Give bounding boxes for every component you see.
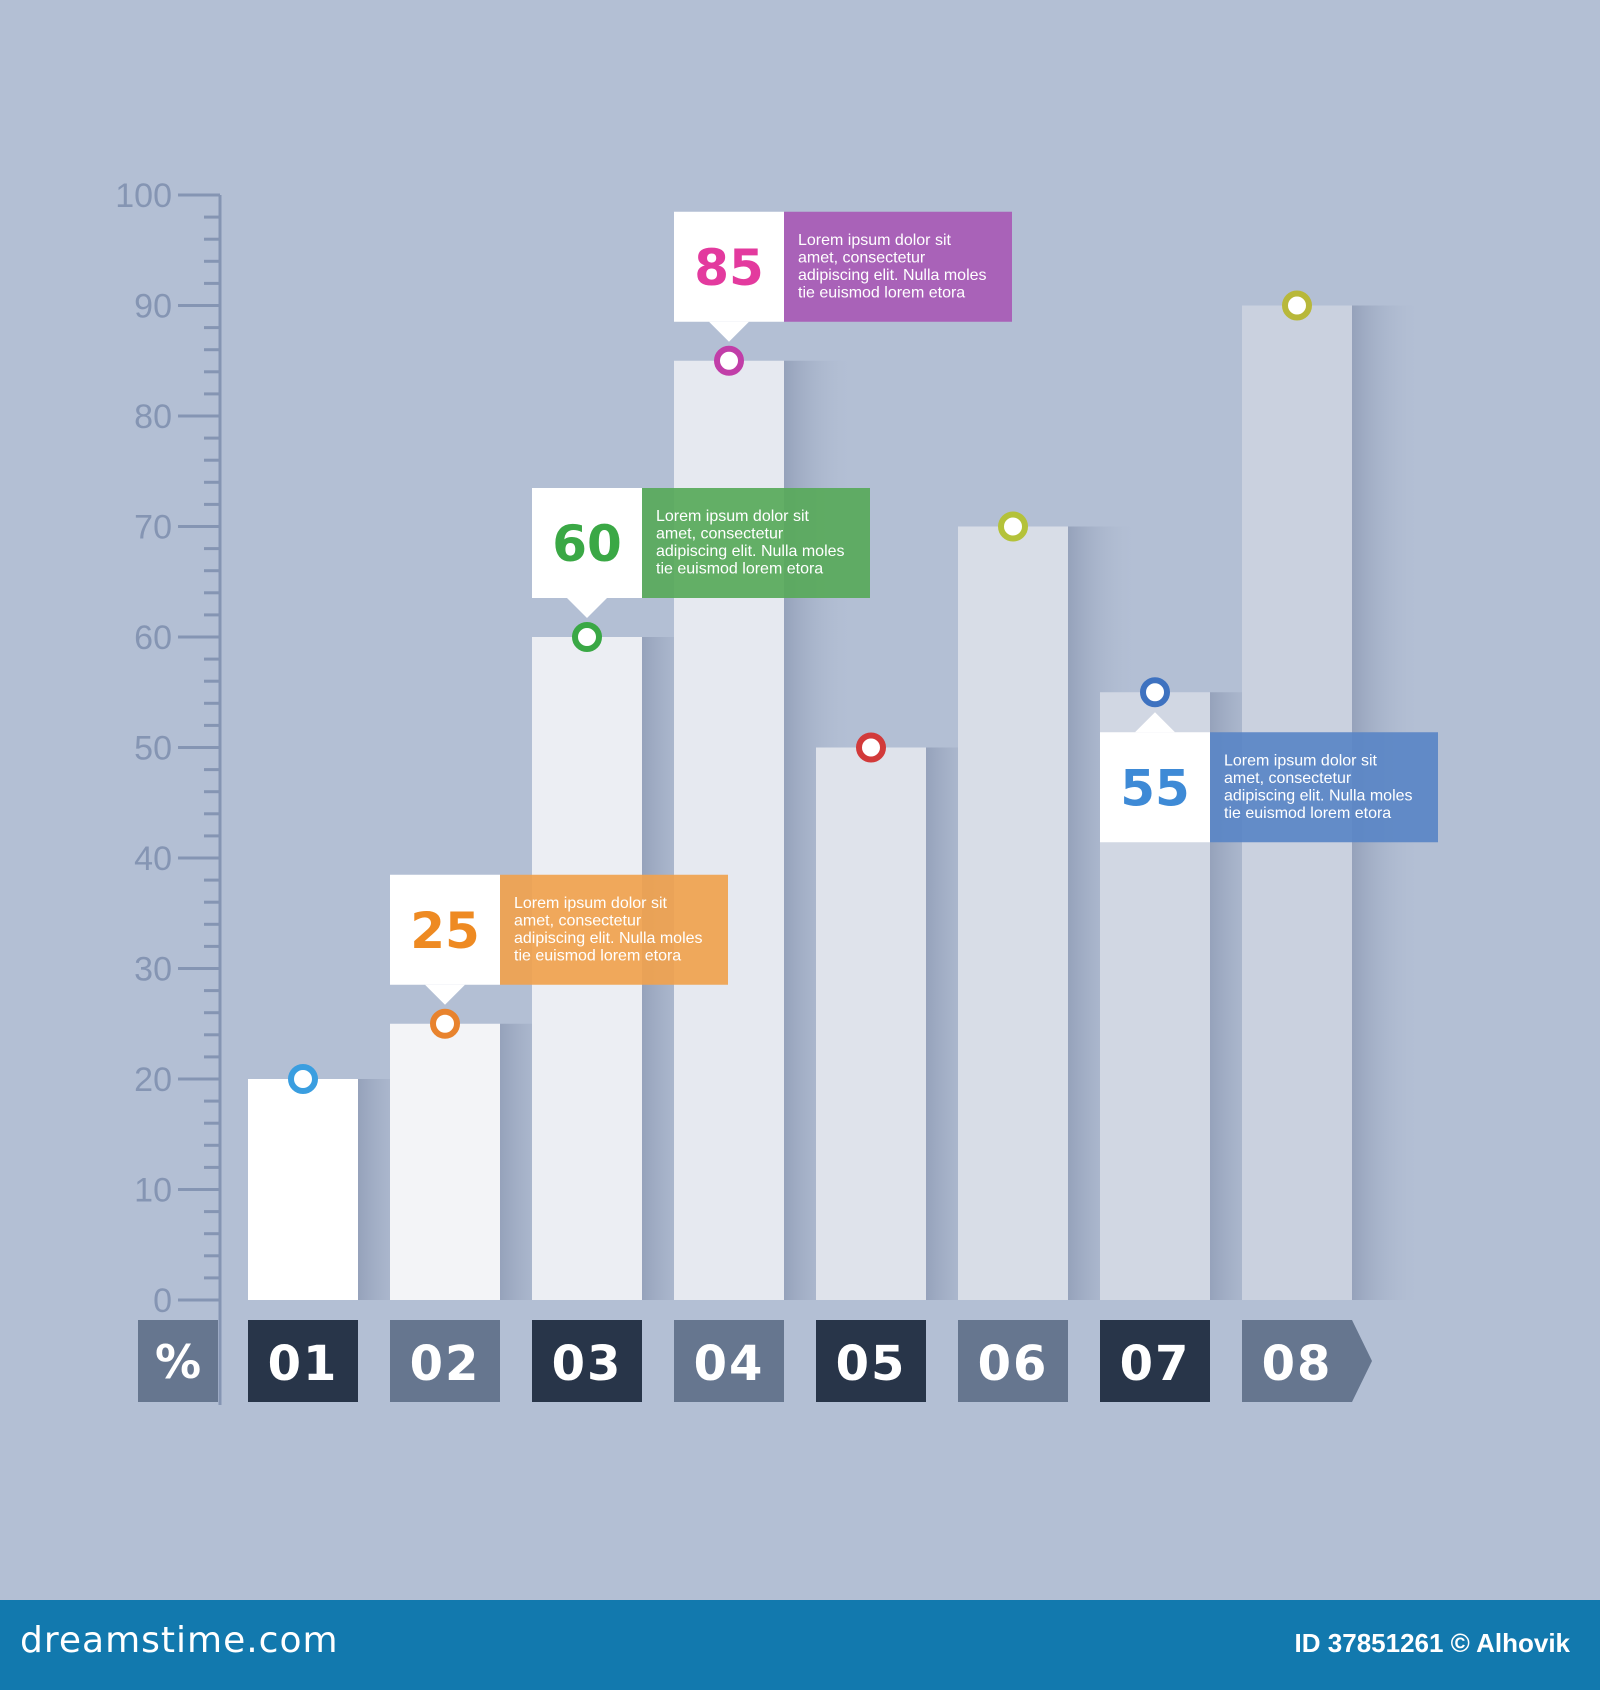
callout-text-box [642,488,870,598]
callout-text-line: adipiscing elit. Nulla moles [656,543,845,560]
x-tick-label: 07 [1120,1336,1191,1392]
callout-text-line: amet, consectetur [656,526,784,543]
value-markers [288,290,1312,1094]
y-tick-label: 60 [134,619,172,657]
callout-text-line: tie euismod lorem etora [656,561,823,578]
unit-label: % [155,1335,201,1389]
callout-number: 25 [410,902,480,960]
callout-text-box [784,211,1012,322]
y-tick-label: 20 [134,1061,172,1099]
callout-text-line: Lorem ipsum dolor sit [798,232,952,249]
x-axis-labels: % 01 02 03 04 05 06 07 08 [138,1320,1372,1402]
callout-text-line: Lorem ipsum dolor sit [514,895,668,912]
bar [248,1079,358,1300]
unit-label-box [138,1320,218,1402]
callout-pointer [567,598,607,618]
x-label-box [816,1320,926,1402]
x-tick-label: 02 [410,1336,481,1392]
x-label-box [390,1320,500,1402]
y-axis: 0 10 20 30 40 50 60 70 80 90 100 [115,177,222,1405]
bar [390,1023,500,1300]
callout-pointer [1135,712,1175,733]
value-marker [998,511,1028,542]
callout-text-line: amet, consectetur [798,249,926,266]
x-tick-label: 06 [978,1336,1049,1392]
x-tick-label: 04 [694,1336,765,1392]
y-tick-label: 30 [134,951,172,989]
x-tick-label: 08 [1262,1336,1333,1392]
callout-text-line: adipiscing elit. Nulla moles [798,267,987,284]
callout-text-line: adipiscing elit. Nulla moles [514,930,703,947]
callout-number-box [674,211,784,322]
y-tick-label: 70 [134,509,172,547]
callout-number: 60 [552,515,622,573]
value-marker [1282,290,1312,321]
footer-bar: dreamstime.com ID 37851261 © Alhovik [0,1600,1600,1690]
value-marker [714,345,744,376]
callout-text-line: tie euismod lorem etora [514,947,681,964]
x-label-box [1100,1320,1210,1402]
y-tick-label: 100 [115,177,172,215]
value-marker [572,622,602,652]
y-tick-label: 80 [134,398,172,436]
callout-text-line: tie euismod lorem etora [1224,805,1391,822]
y-tick-label: 90 [134,288,172,326]
bar-chart: 0 10 20 30 40 50 60 70 80 90 100 % 01 02 03 04 05 06 07 08… [115,177,1438,1405]
callout-text-line: amet, consectetur [1224,770,1352,787]
value-marker [1140,677,1170,708]
x-label-box [958,1320,1068,1402]
y-tick-label: 50 [134,730,172,768]
y-tick-label: 0 [153,1282,172,1320]
x-tick-label: 03 [552,1336,623,1392]
callout-number-box [1100,732,1210,843]
callout-text-line: tie euismod lorem etora [798,284,965,301]
bar [958,526,1068,1300]
callout-number: 85 [694,239,764,297]
callout-text-line: amet, consectetur [514,912,642,929]
image-credit: ID 37851261 © Alhovik [1294,1628,1570,1658]
callout-number-box [390,874,500,985]
callout-text-line: Lorem ipsum dolor sit [1224,752,1378,769]
callout-text-box [1210,732,1438,843]
y-tick-label: 10 [134,1172,172,1210]
x-label-box [1242,1320,1372,1402]
value-marker [856,732,886,763]
x-label-box [674,1320,784,1402]
callout-text-line: Lorem ipsum dolor sit [656,508,810,525]
x-tick-label: 01 [268,1336,339,1392]
callout-number: 55 [1120,759,1190,817]
callout-pointer [425,984,465,1005]
x-label-box [532,1320,642,1402]
bar [816,747,926,1300]
callout-pointer [709,321,749,342]
callout-text-box [500,874,728,985]
value-marker [430,1008,460,1039]
value-marker [288,1064,318,1094]
x-label-box [248,1320,358,1402]
callout-text-line: adipiscing elit. Nulla moles [1224,787,1413,804]
y-tick-label: 40 [134,840,172,878]
site-name[interactable]: dreamstime.com [20,1620,339,1661]
x-tick-label: 05 [836,1336,907,1392]
callout-number-box [532,488,642,598]
